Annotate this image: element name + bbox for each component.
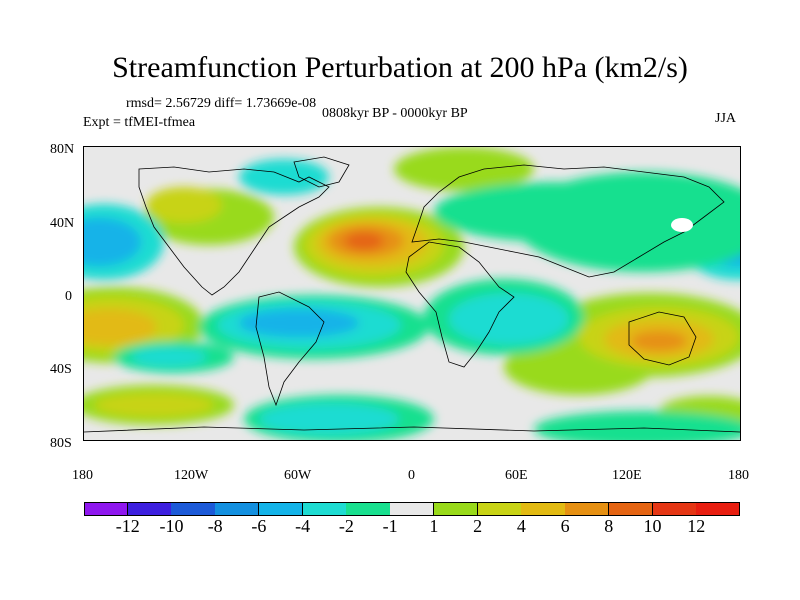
colorbar-label: 1 xyxy=(429,516,439,536)
lon-label-120w: 120W xyxy=(174,468,209,483)
colorbar-swatch xyxy=(433,502,479,516)
lon-label-120e: 120E xyxy=(612,468,642,483)
colorbar-label: -12 xyxy=(115,516,140,536)
contour-map xyxy=(84,147,740,440)
colorbar-swatch xyxy=(302,502,347,516)
zero-contour-hole xyxy=(671,218,693,232)
colorbar-swatch xyxy=(521,502,566,516)
lat-label-40s: 40S xyxy=(50,362,72,377)
colorbar-label: -8 xyxy=(207,516,223,536)
colorbar-swatch xyxy=(565,502,610,516)
colorbar-label: -2 xyxy=(338,516,354,536)
lat-label-40n: 40N xyxy=(50,216,75,231)
colorbar-label: -1 xyxy=(382,516,398,536)
period-label: 0808kyr BP - 0000kyr BP xyxy=(322,106,468,121)
plot-title: Streamfunction Perturbation at 200 hPa (… xyxy=(112,51,688,84)
colorbar-label: -6 xyxy=(251,516,267,536)
colorbar-swatch xyxy=(127,502,172,516)
colorbar-swatch xyxy=(171,502,216,516)
colorbar-label: 6 xyxy=(560,516,570,536)
negative-anomalies xyxy=(84,159,740,440)
lon-label-60w: 60W xyxy=(284,468,312,483)
colorbar-label: -10 xyxy=(159,516,184,536)
lat-label-80s: 80S xyxy=(50,436,72,451)
colorbar-label: 8 xyxy=(604,516,614,536)
colorbar-swatch xyxy=(84,502,129,516)
lon-label-180e: 180 xyxy=(728,468,749,483)
colorbar-swatch xyxy=(258,502,304,516)
colorbar-swatch xyxy=(346,502,391,516)
colorbar-swatch xyxy=(608,502,654,516)
colorbar-label: 2 xyxy=(473,516,483,536)
positive-anomalies xyxy=(84,147,740,428)
season-label: JJA xyxy=(715,111,737,126)
colorbar-swatch xyxy=(652,502,697,516)
colorbar-swatch xyxy=(390,502,435,516)
coastlines xyxy=(84,156,740,433)
stats-label: rmsd= 2.56729 diff= 1.73669e-08 xyxy=(126,96,317,111)
colorbar xyxy=(84,502,741,516)
colorbar-swatch xyxy=(696,502,741,516)
lat-label-0: 0 xyxy=(65,289,72,304)
colorbar-swatch xyxy=(477,502,522,516)
colorbar-label: 12 xyxy=(687,516,706,536)
colorbar-label: 10 xyxy=(643,516,662,536)
experiment-label: Expt = tfMEI-tfmea xyxy=(83,115,196,130)
map-panel xyxy=(83,146,741,441)
lon-label-0: 0 xyxy=(408,468,415,483)
colorbar-label: -4 xyxy=(295,516,311,536)
colorbar-label: 4 xyxy=(516,516,526,536)
lat-label-80n: 80N xyxy=(50,142,75,157)
lon-label-60e: 60E xyxy=(505,468,528,483)
lon-label-180w: 180 xyxy=(72,468,93,483)
colorbar-swatch xyxy=(215,502,260,516)
